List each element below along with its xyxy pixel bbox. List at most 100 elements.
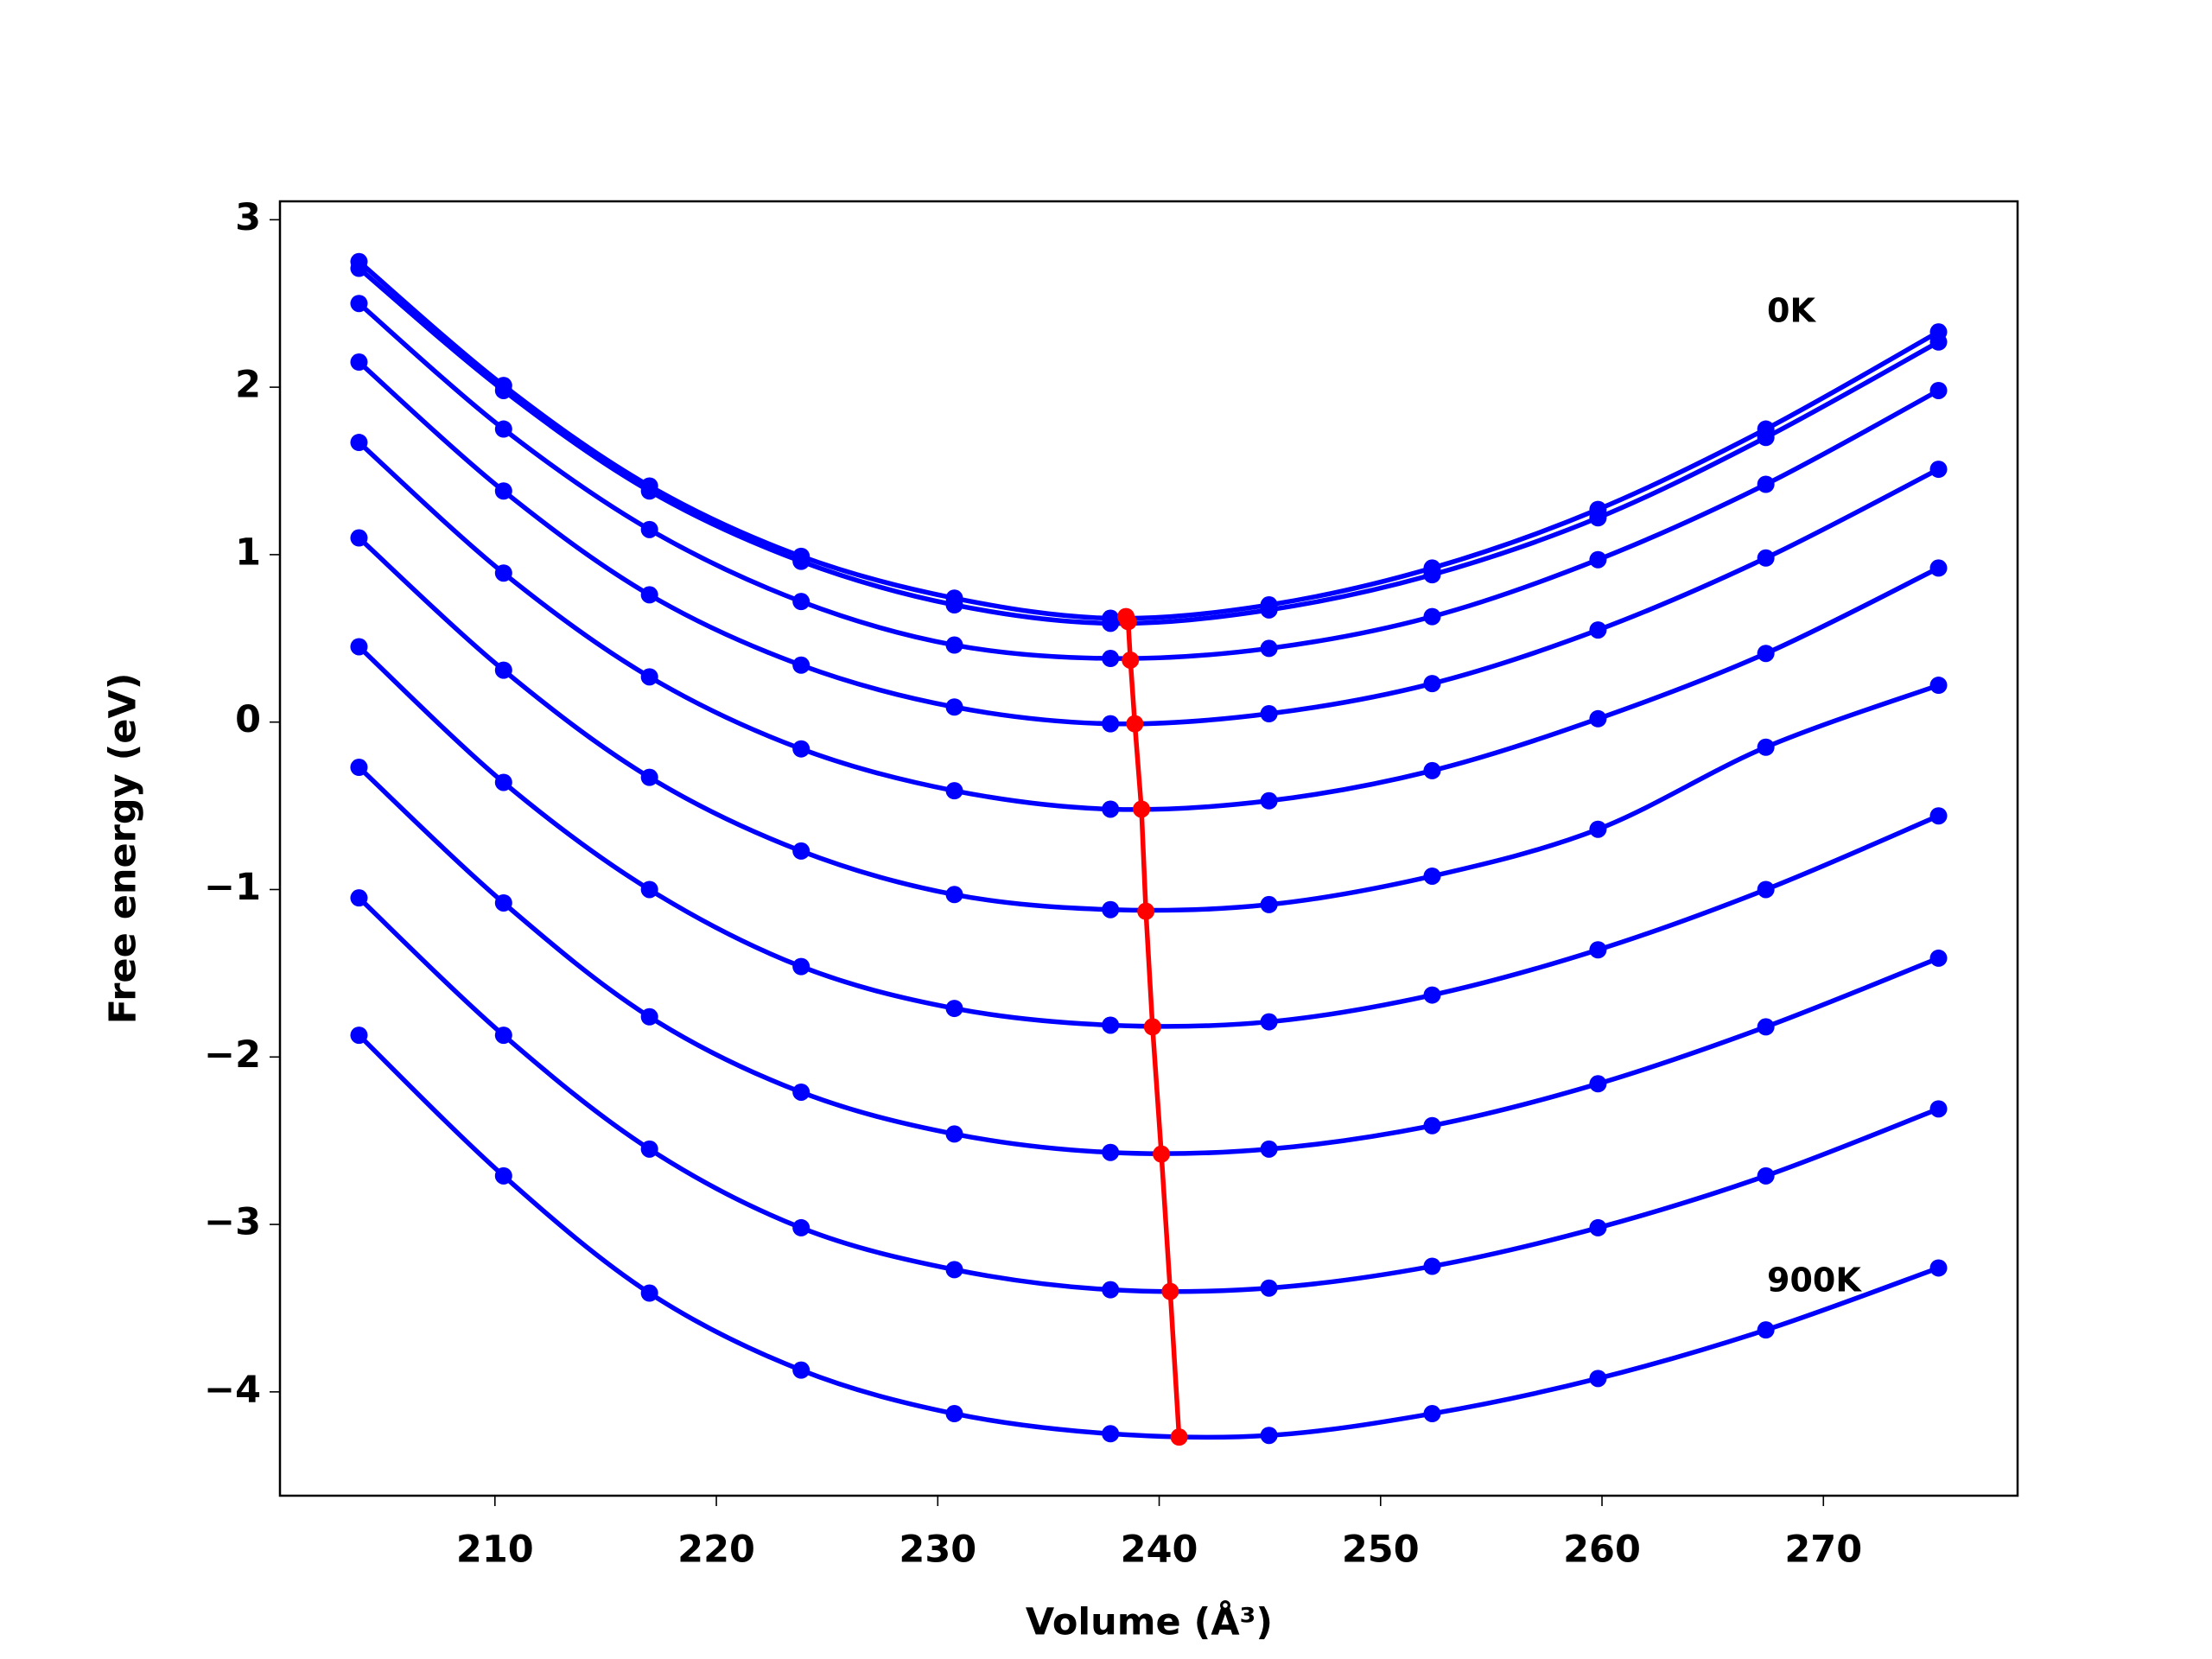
y-tick-label: 2 [235, 364, 261, 407]
data-point [1929, 381, 1948, 399]
data-point [1589, 621, 1607, 639]
data-point [1929, 1259, 1948, 1277]
data-point [1423, 566, 1441, 584]
data-point [945, 782, 963, 800]
data-point [1133, 800, 1151, 818]
data-point [350, 759, 368, 777]
x-tick-label: 250 [1342, 1529, 1420, 1572]
data-point [792, 1083, 810, 1101]
data-point [1102, 1281, 1120, 1299]
data-point [1119, 613, 1137, 631]
data-point [1102, 614, 1120, 632]
data-point [945, 636, 963, 654]
data-point [1102, 800, 1120, 818]
y-tick-label: 0 [235, 698, 261, 741]
data-point [350, 889, 368, 907]
data-point [350, 529, 368, 547]
data-point [1757, 645, 1775, 663]
data-point [350, 638, 368, 656]
data-point [1102, 1425, 1120, 1443]
data-point [350, 434, 368, 452]
y-tick-label: 1 [235, 531, 261, 574]
data-point [1929, 1100, 1948, 1118]
data-point [1929, 461, 1948, 479]
data-point [1423, 1116, 1441, 1135]
data-point [792, 552, 810, 570]
data-point [1757, 549, 1775, 567]
data-point [792, 1361, 810, 1379]
data-point [792, 593, 810, 611]
data-point [1143, 1018, 1161, 1036]
data-point [1260, 704, 1278, 722]
x-tick-label: 230 [899, 1529, 976, 1572]
data-point [640, 1007, 658, 1026]
data-point [350, 259, 368, 277]
data-point [1757, 475, 1775, 493]
x-tick-label: 270 [1784, 1529, 1862, 1572]
data-point [494, 893, 512, 912]
annotation: 0K [1767, 292, 1816, 330]
data-point [1260, 639, 1278, 658]
data-point [1260, 1279, 1278, 1297]
data-point [945, 1405, 963, 1423]
data-point [640, 768, 658, 786]
data-point [640, 880, 658, 899]
data-point [494, 482, 512, 500]
data-point [1102, 1016, 1120, 1034]
data-point [1102, 715, 1120, 733]
data-point [1170, 1428, 1188, 1446]
data-point [350, 295, 368, 313]
data-point [1153, 1145, 1171, 1163]
data-point [1423, 675, 1441, 693]
data-point [1757, 1018, 1775, 1036]
data-point [494, 420, 512, 438]
data-point [350, 1027, 368, 1045]
x-tick-label: 260 [1563, 1529, 1641, 1572]
annotation: 900K [1767, 1262, 1862, 1300]
data-point [1423, 1405, 1441, 1423]
data-point [640, 668, 658, 686]
data-point [1423, 986, 1441, 1004]
x-tick-label: 210 [456, 1529, 534, 1572]
data-point [1423, 607, 1441, 626]
data-point [1589, 1370, 1607, 1388]
data-point [1260, 1427, 1278, 1445]
data-point [1423, 1257, 1441, 1275]
data-point [1757, 880, 1775, 899]
data-point [1423, 867, 1441, 885]
data-point [494, 1166, 512, 1185]
data-point [1589, 1075, 1607, 1093]
data-point [494, 381, 512, 399]
data-point [792, 740, 810, 758]
data-point [640, 520, 658, 538]
data-point [792, 842, 810, 860]
data-point [1589, 509, 1607, 527]
data-point [1757, 738, 1775, 756]
data-point [792, 656, 810, 674]
data-point [1260, 1013, 1278, 1031]
data-point [945, 886, 963, 904]
data-point [640, 1284, 658, 1302]
y-tick-label: −1 [204, 866, 261, 909]
data-point [1589, 709, 1607, 728]
y-axis-label: Free energy (eV) [102, 673, 145, 1025]
y-tick-label: 3 [235, 196, 261, 239]
data-point [1757, 1166, 1775, 1185]
data-point [1589, 941, 1607, 959]
data-point [1929, 807, 1948, 825]
data-point [494, 773, 512, 791]
data-point [1929, 677, 1948, 695]
x-tick-label: 240 [1121, 1529, 1198, 1572]
x-axis-label: Volume (Å³) [1026, 1600, 1273, 1644]
data-point [1260, 1140, 1278, 1158]
data-point [1260, 895, 1278, 913]
data-point [1589, 1218, 1607, 1236]
data-point [640, 1140, 658, 1158]
data-point [350, 353, 368, 372]
y-tick-label: −4 [204, 1368, 261, 1411]
data-point [792, 1218, 810, 1236]
data-point [945, 1261, 963, 1279]
data-point [945, 1125, 963, 1143]
data-point [1929, 949, 1948, 967]
